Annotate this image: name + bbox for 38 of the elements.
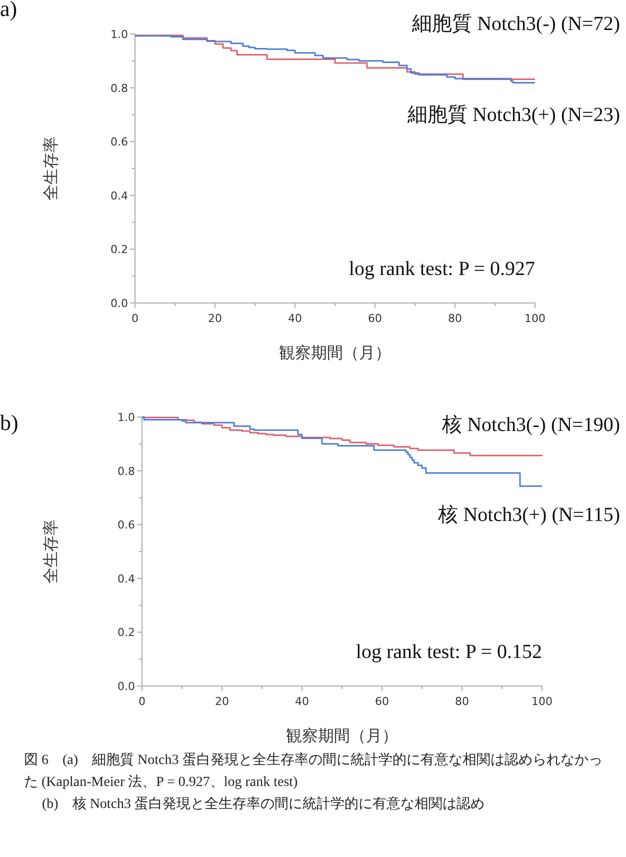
- x-axis-title: 観察期間（月）: [286, 726, 398, 745]
- y-tick-label: 1.0: [118, 411, 135, 424]
- text: a): [0, 0, 18, 21]
- y-tick-label: 0.8: [110, 82, 128, 95]
- x-tick-label: 80: [448, 312, 462, 325]
- text: b): [0, 410, 18, 435]
- x-tick-label: 100: [524, 312, 546, 325]
- y-tick-label: 0.4: [118, 572, 135, 586]
- x-tick-label: 60: [375, 695, 389, 708]
- annotation: log rank test: P = 0.927: [348, 258, 535, 280]
- y-tick-label: 0.0: [110, 297, 128, 310]
- x-tick-label: 60: [368, 312, 382, 325]
- x-tick-label: 0: [138, 695, 146, 708]
- y-axis-title: 全生存率: [41, 136, 60, 200]
- x-tick-label: 20: [208, 312, 222, 325]
- y-tick-label: 0.6: [118, 518, 135, 532]
- series-label: 核 Notch3(-) (N=190): [441, 414, 620, 436]
- x-tick-label: 40: [295, 695, 309, 708]
- caption: 図 6 (a) 細胞質 Notch3 蛋白発現と全生存率の間に統計学的に有意な相関は認められなかった (Kaplan-Meier 法、P = 0.927、log rank test): [24, 751, 604, 792]
- y-tick-label: 0.2: [118, 626, 135, 640]
- text: (b) 核 Notch3 蛋白発現と全生存率の間に統計学的に有意な相関は認め: [41, 795, 486, 814]
- y-tick-label: 0.8: [118, 464, 135, 478]
- y-tick-label: 0.2: [110, 243, 128, 256]
- y-tick-label: 0.0: [118, 680, 135, 693]
- x-tick-label: 20: [215, 695, 229, 708]
- y-tick-label: 0.4: [110, 189, 128, 202]
- x-tick-label: 80: [455, 695, 469, 708]
- x-tick-label: 100: [532, 695, 552, 708]
- y-tick-label: 1.0: [110, 28, 128, 41]
- y-axis-title: 全生存率: [41, 520, 60, 584]
- y-tick-label: 0.6: [110, 136, 128, 149]
- series-label: 細胞質 Notch3(+) (N=23): [406, 104, 620, 126]
- x-axis-title: 観察期間（月）: [279, 343, 391, 362]
- x-tick-label: 0: [132, 312, 138, 325]
- series-label: 細胞質 Notch3(-) (N=72): [411, 13, 620, 35]
- series-label: 核 Notch3(+) (N=115): [437, 504, 620, 526]
- x-tick-label: 40: [288, 312, 302, 325]
- annotation: log rank test: P = 0.152: [356, 641, 542, 663]
